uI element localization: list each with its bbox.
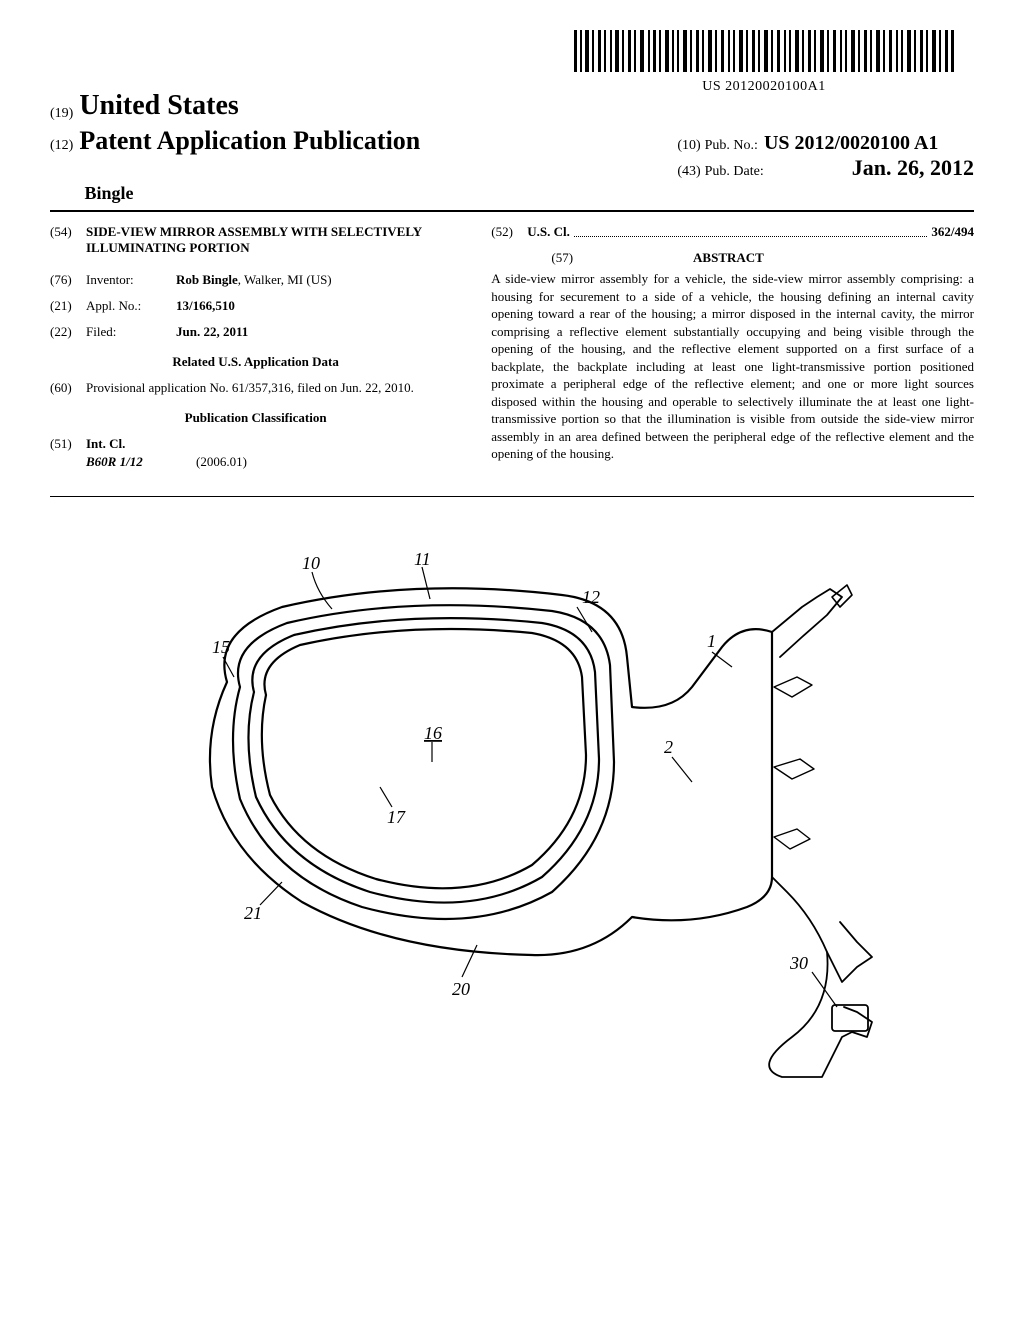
title-text: SIDE-VIEW MIRROR ASSEMBLY WITH SELECTIVE… (86, 224, 461, 256)
provisional-code: (60) (50, 380, 86, 396)
pubno-value: US 2012/0020100 A1 (764, 132, 938, 155)
column-right: (52) U.S. Cl. 362/494 (57) ABSTRACT A si… (491, 224, 974, 480)
pubdate-label: Pub. Date: (705, 164, 764, 180)
filed-code: (22) (50, 324, 86, 340)
pub-code: (12) (50, 138, 73, 154)
author-line: (12) Bingle (50, 183, 974, 204)
figure-area: 10 11 12 15 16 17 1 2 20 21 30 (50, 537, 974, 1102)
filed-label: Filed: (86, 324, 176, 340)
fig-label-10: 10 (302, 553, 320, 573)
fig-label-1: 1 (707, 631, 716, 651)
intcl-date: (2006.01) (196, 454, 247, 470)
pubdate-row: (43) Pub. Date: Jan. 26, 2012 (677, 155, 974, 181)
mirror-figure-svg: 10 11 12 15 16 17 1 2 20 21 30 (132, 537, 892, 1097)
pubno-label: Pub. No.: (705, 138, 758, 154)
applno-value: 13/166,510 (176, 298, 461, 314)
provisional-text: Provisional application No. 61/357,316, … (86, 380, 461, 396)
intcl-label: Int. Cl. (86, 436, 461, 452)
title-field: (54) SIDE-VIEW MIRROR ASSEMBLY WITH SELE… (50, 224, 461, 256)
applno-code: (21) (50, 298, 86, 314)
column-left: (54) SIDE-VIEW MIRROR ASSEMBLY WITH SELE… (50, 224, 461, 480)
author-name: Bingle (85, 183, 134, 203)
intcl-class: B60R 1/12 (86, 454, 196, 470)
fig-label-30: 30 (789, 953, 808, 973)
pub-title: Patent Application Publication (79, 126, 420, 156)
fig-label-15: 15 (212, 637, 230, 657)
fig-label-21: 21 (244, 903, 262, 923)
pubdate-value: Jan. 26, 2012 (852, 155, 974, 181)
inventor-value: Rob Bingle, Walker, MI (US) (176, 272, 461, 288)
uscl-label: U.S. Cl. (527, 224, 570, 240)
divider-thin (50, 496, 974, 497)
fig-label-17: 17 (387, 807, 406, 827)
applno-label: Appl. No.: (86, 298, 176, 314)
applno-field: (21) Appl. No.: 13/166,510 (50, 298, 461, 314)
fig-label-20: 20 (452, 979, 470, 999)
related-title: Related U.S. Application Data (50, 354, 461, 370)
spacer (50, 454, 86, 470)
pub-right: (10) Pub. No.: US 2012/0020100 A1 (43) P… (677, 132, 974, 181)
fig-label-2: 2 (664, 737, 673, 757)
uscl-code: (52) (491, 224, 527, 240)
pubno-row: (10) Pub. No.: US 2012/0020100 A1 (677, 132, 974, 155)
publication-row: (12) Patent Application Publication (10)… (50, 126, 974, 181)
spacer (764, 250, 914, 266)
classification-title: Publication Classification (50, 410, 461, 426)
intcl-field: (51) Int. Cl. (50, 436, 461, 452)
filed-field: (22) Filed: Jun. 22, 2011 (50, 324, 461, 340)
uscl-value: 362/494 (931, 224, 974, 240)
filed-value: Jun. 22, 2011 (176, 324, 461, 340)
columns: (54) SIDE-VIEW MIRROR ASSEMBLY WITH SELE… (50, 224, 974, 480)
intcl-code: (51) (50, 436, 86, 452)
patent-page: US 20120020100A1 (19) United States (12)… (0, 0, 1024, 1320)
inventor-name-bold: Rob Bingle (176, 272, 238, 287)
barcode-text: US 20120020100A1 (574, 79, 954, 95)
barcode-svg (574, 30, 954, 72)
pubdate-code: (43) (677, 164, 700, 180)
country-code: (19) (50, 106, 73, 122)
abstract-header: (57) ABSTRACT (491, 250, 974, 266)
inventor-field: (76) Inventor: Rob Bingle, Walker, MI (U… (50, 272, 461, 288)
uscl-field: (52) U.S. Cl. 362/494 (491, 224, 974, 240)
abstract-text: A side-view mirror assembly for a vehicl… (491, 270, 974, 463)
pubno-code: (10) (677, 138, 700, 154)
intcl-class-row: B60R 1/12 (2006.01) (50, 454, 461, 470)
abstract-label: ABSTRACT (693, 250, 764, 266)
provisional-field: (60) Provisional application No. 61/357,… (50, 380, 461, 396)
inventor-code: (76) (50, 272, 86, 288)
inventor-label: Inventor: (86, 272, 176, 288)
country: United States (79, 90, 238, 122)
barcode-block: US 20120020100A1 (574, 30, 954, 95)
divider-main (50, 210, 974, 212)
abstract-code: (57) (551, 250, 573, 266)
pub-left: (12) Patent Application Publication (50, 126, 420, 156)
fig-label-16: 16 (424, 723, 442, 743)
dotted-line (574, 236, 928, 237)
fig-label-11: 11 (414, 549, 431, 569)
fig-label-12: 12 (582, 587, 600, 607)
title-code: (54) (50, 224, 86, 256)
